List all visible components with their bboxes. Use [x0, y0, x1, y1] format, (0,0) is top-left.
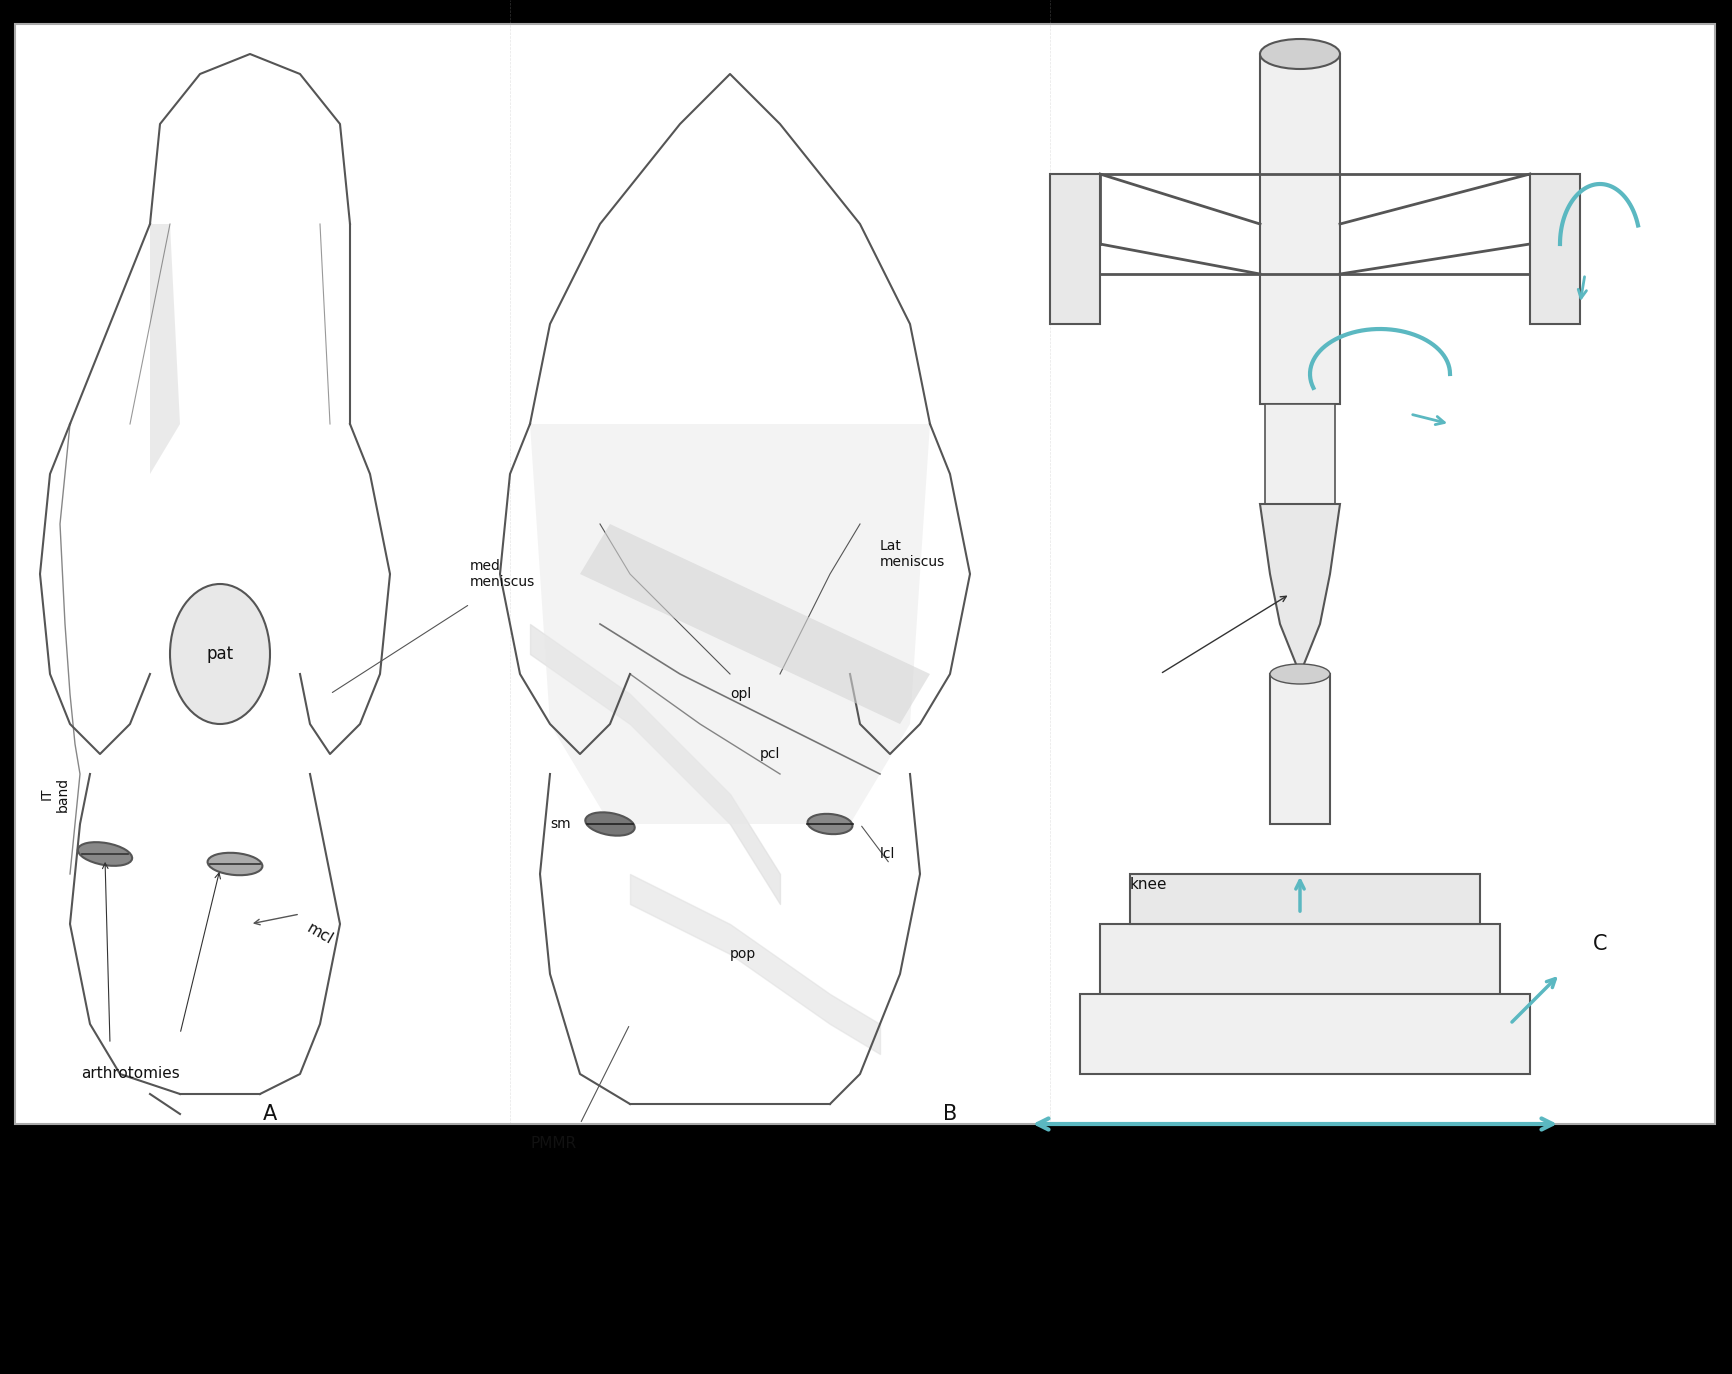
Ellipse shape	[78, 842, 132, 866]
Text: mcl: mcl	[305, 921, 336, 948]
FancyBboxPatch shape	[1100, 923, 1500, 1004]
Text: arthrotomies: arthrotomies	[81, 1066, 180, 1081]
FancyBboxPatch shape	[1264, 404, 1334, 504]
Ellipse shape	[208, 853, 262, 875]
Ellipse shape	[170, 584, 270, 724]
Text: B: B	[942, 1103, 956, 1124]
Text: lcl: lcl	[880, 846, 895, 861]
Text: pcl: pcl	[760, 747, 779, 761]
Ellipse shape	[1259, 38, 1339, 69]
Ellipse shape	[585, 812, 634, 835]
Text: pat: pat	[206, 644, 234, 664]
Text: IT
band: IT band	[40, 776, 69, 812]
FancyBboxPatch shape	[1270, 675, 1328, 824]
FancyBboxPatch shape	[1079, 993, 1529, 1074]
Text: knee: knee	[1129, 877, 1167, 892]
Ellipse shape	[807, 813, 852, 834]
Text: pop: pop	[729, 947, 755, 960]
Text: PMMR: PMMR	[530, 1136, 575, 1151]
FancyBboxPatch shape	[16, 23, 1715, 1124]
Text: Lat
meniscus: Lat meniscus	[880, 539, 944, 569]
FancyBboxPatch shape	[1050, 174, 1100, 324]
Text: opl: opl	[729, 687, 750, 701]
Polygon shape	[530, 425, 930, 824]
FancyBboxPatch shape	[1529, 174, 1580, 324]
Text: C: C	[1592, 934, 1606, 954]
Text: med
meniscus: med meniscus	[469, 559, 535, 589]
Polygon shape	[1259, 504, 1339, 675]
FancyBboxPatch shape	[1259, 54, 1339, 404]
Text: A: A	[263, 1103, 277, 1124]
FancyBboxPatch shape	[1129, 874, 1479, 923]
Polygon shape	[151, 224, 180, 474]
Polygon shape	[580, 523, 930, 724]
Text: sm: sm	[549, 818, 570, 831]
Ellipse shape	[1270, 664, 1328, 684]
